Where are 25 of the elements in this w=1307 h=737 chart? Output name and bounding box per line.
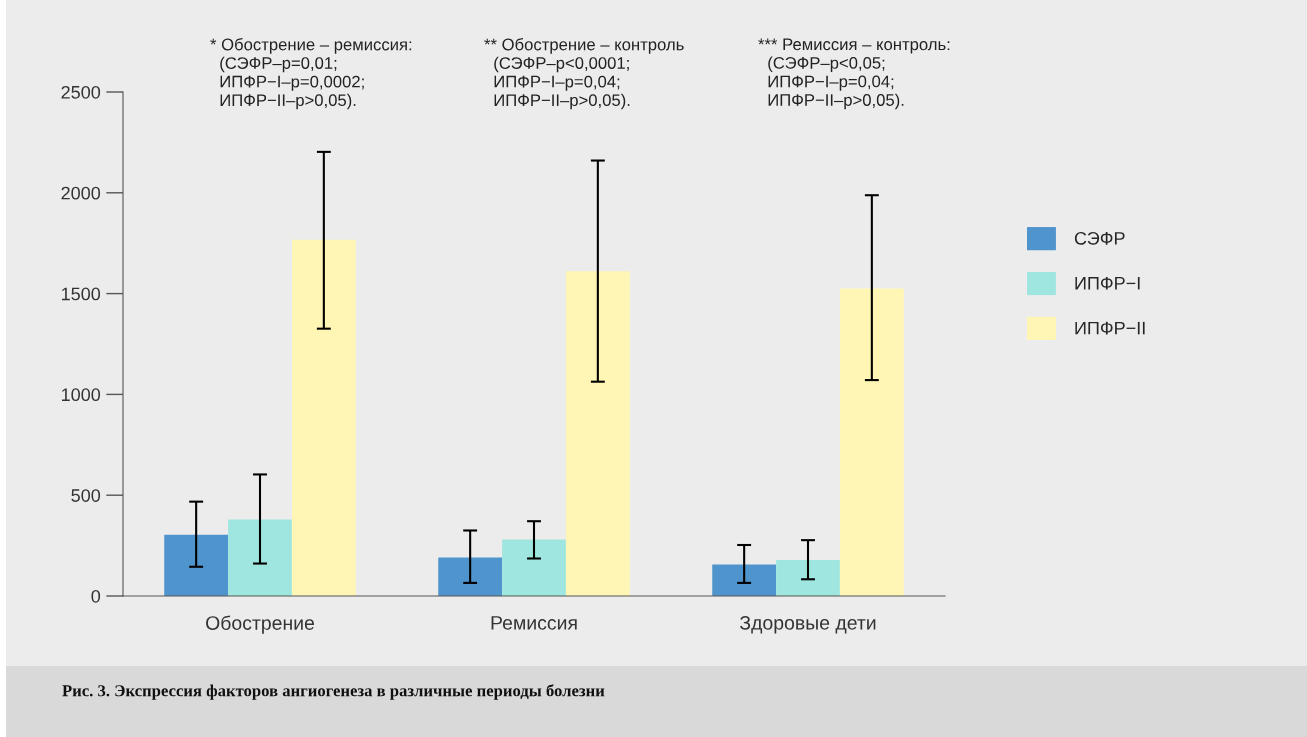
x-tick-label: Ремиссия (491, 616, 577, 630)
bar (712, 564, 777, 596)
annotation: * Обострение – ремиссия: (СЭФР–p=0,01; ИПФР−I–p=0,0002; ИПФР−II–p>0,05). (210, 38, 412, 110)
y-tick-label: 0 (91, 589, 101, 603)
bar (502, 539, 566, 596)
bar (565, 271, 630, 596)
y-tick-label: 1500 (61, 287, 101, 301)
text: Рис. 3. Экспрессия факторов ангиогенеза в различные периоды болезни (62, 684, 605, 700)
y-tick-label: 2000 (61, 186, 101, 200)
bar (839, 288, 904, 596)
bar (228, 519, 292, 596)
y-tick-label: 2500 (61, 85, 101, 99)
bar (164, 534, 229, 596)
bar (776, 560, 840, 596)
y-tick-label: 1000 (61, 388, 101, 402)
y-tick-label: 500 (71, 489, 101, 502)
x-tick-label: Здоровые дети (739, 615, 876, 634)
legend-label: ИПФР−I (1075, 276, 1140, 290)
x-tick-label: Обострение (206, 615, 315, 634)
legend-label: ИПФР−II (1075, 321, 1145, 335)
legend-label: СЭФР (1074, 231, 1125, 245)
bar (291, 239, 356, 596)
annotation: *** Ремиссия – контроль: (СЭФР–p<0,05; ИПФР−I–p=0,04; ИПФР−II–p>0,05). (758, 38, 950, 110)
bar (438, 557, 503, 596)
annotation: ** Обострение – контроль (СЭФР–p<0,0001; ИПФР−I–p=0,04; ИПФР−II–p>0,05). (484, 38, 684, 110)
